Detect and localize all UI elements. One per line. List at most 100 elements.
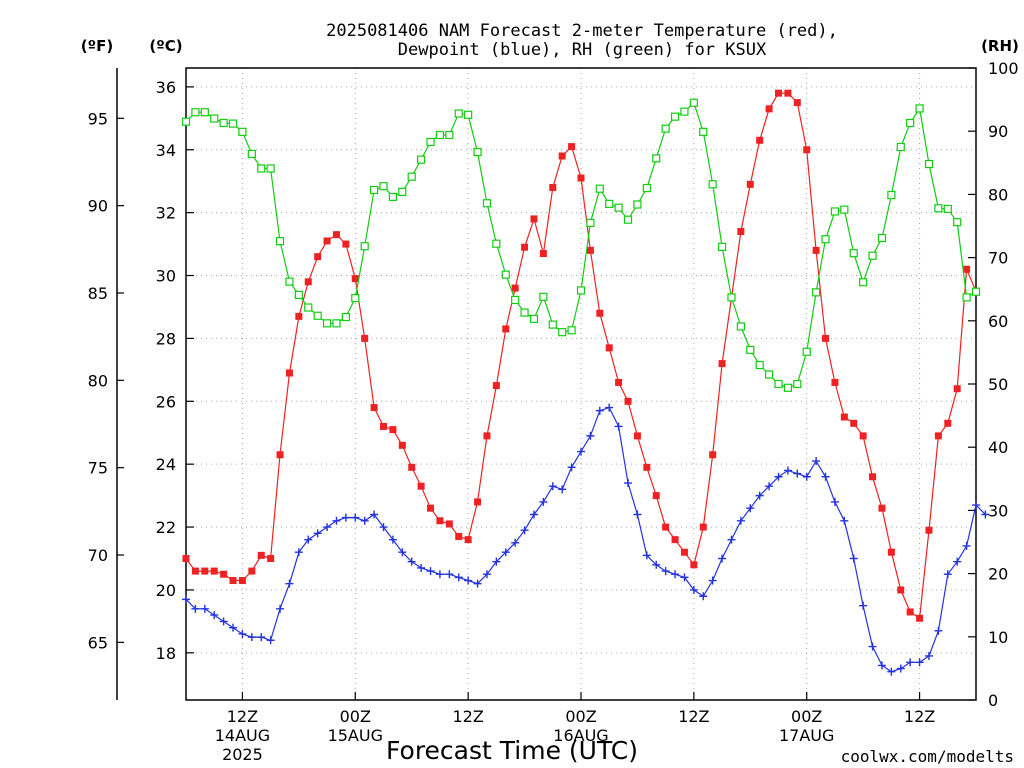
rh-point bbox=[605, 199, 614, 208]
temperature-point bbox=[699, 523, 707, 531]
temperature-point bbox=[455, 532, 463, 540]
temperature-point bbox=[323, 237, 331, 245]
temperature-point bbox=[267, 555, 275, 563]
rh-point bbox=[802, 347, 811, 356]
dewpoint-point bbox=[407, 557, 416, 566]
dewpoint-point bbox=[652, 560, 661, 569]
rh-point bbox=[736, 322, 745, 331]
rh-point bbox=[266, 164, 275, 173]
credit-text: coolwx.com/modelts bbox=[841, 747, 1014, 766]
rh-point bbox=[332, 319, 341, 328]
rh-point bbox=[783, 383, 793, 392]
temperature-point bbox=[568, 143, 576, 151]
dewpoint-point bbox=[953, 557, 962, 566]
rh-point bbox=[360, 242, 369, 251]
dewpoint-point bbox=[906, 658, 915, 667]
data-series bbox=[181, 89, 990, 676]
temperature-point bbox=[850, 419, 858, 427]
grid-lines bbox=[186, 68, 976, 700]
rh-point bbox=[501, 270, 510, 279]
rh-point bbox=[426, 137, 435, 147]
rh-point bbox=[840, 205, 849, 214]
dewpoint-point bbox=[671, 570, 680, 579]
rh-point bbox=[717, 242, 727, 251]
dewpoint-point bbox=[285, 579, 294, 588]
rh-point bbox=[764, 370, 774, 379]
temperature-point bbox=[304, 278, 312, 286]
dewpoint-point bbox=[558, 485, 567, 494]
temperature-point bbox=[916, 614, 924, 622]
rh-point bbox=[924, 159, 934, 169]
dewpoint-point bbox=[943, 570, 952, 579]
temperature-point bbox=[511, 284, 519, 292]
rh-point bbox=[313, 311, 322, 320]
x-axis-title: Forecast Time (UTC) bbox=[386, 736, 638, 765]
temperature-point bbox=[897, 586, 905, 594]
fahrenheit-tick-label: 85 bbox=[88, 284, 108, 303]
rh-point bbox=[482, 199, 492, 208]
rh-point bbox=[859, 278, 868, 287]
dewpoint-point bbox=[774, 472, 783, 481]
chart-title-line-2: Dewpoint (blue), RH (green) for KSUX bbox=[398, 40, 767, 60]
temperature-point bbox=[793, 99, 801, 107]
dewpoint-point bbox=[830, 497, 839, 506]
dewpoint-series bbox=[182, 403, 990, 676]
temperature-point bbox=[934, 432, 942, 440]
temperature-point bbox=[633, 432, 641, 440]
temperature-point bbox=[906, 608, 914, 616]
dewpoint-point bbox=[304, 535, 313, 544]
dewpoint-point bbox=[539, 497, 548, 506]
dewpoint-point bbox=[482, 570, 491, 579]
temperature-point bbox=[380, 422, 387, 430]
celsius-tick-label: 18 bbox=[156, 644, 176, 663]
dewpoint-point bbox=[586, 431, 595, 440]
rh-point bbox=[558, 328, 567, 337]
rh-point bbox=[351, 293, 360, 303]
dewpoint-point bbox=[689, 585, 698, 594]
dewpoint-point bbox=[266, 636, 275, 645]
celsius-tick-label: 32 bbox=[156, 204, 176, 223]
dewpoint-point bbox=[567, 463, 576, 472]
rh-point bbox=[830, 207, 840, 216]
dewpoint-point bbox=[417, 563, 426, 572]
temperature-point bbox=[859, 432, 867, 440]
temperature-point bbox=[831, 378, 839, 386]
rh-point bbox=[398, 187, 407, 196]
rh-point bbox=[445, 130, 454, 140]
rh-point bbox=[454, 109, 463, 118]
dewpoint-point bbox=[426, 567, 435, 576]
temperature-point bbox=[887, 548, 895, 556]
rh-point bbox=[275, 237, 285, 246]
time-tick-label: 12Z bbox=[452, 707, 483, 726]
rh-unit-label: (RH) bbox=[981, 37, 1019, 55]
dewpoint-point bbox=[736, 516, 745, 525]
temperature-point bbox=[314, 253, 322, 261]
date-label: 14AUG bbox=[215, 726, 270, 745]
rh-point bbox=[341, 312, 350, 322]
temperature-point bbox=[784, 89, 792, 97]
temperature-point bbox=[464, 536, 472, 544]
dewpoint-point bbox=[821, 472, 830, 481]
rh-point bbox=[576, 286, 586, 295]
dewpoint-point bbox=[577, 447, 585, 456]
temperature-point bbox=[944, 419, 952, 427]
temperature-point bbox=[577, 174, 585, 182]
dewpoint-point bbox=[887, 667, 896, 676]
rh-point bbox=[906, 118, 915, 128]
celsius-unit-label: (ºC) bbox=[149, 37, 182, 55]
dewpoint-point bbox=[360, 516, 369, 525]
fahrenheit-tick-label: 65 bbox=[88, 633, 108, 652]
celsius-tick-label: 30 bbox=[156, 267, 176, 286]
dewpoint-point bbox=[182, 595, 190, 604]
rh-point bbox=[623, 215, 633, 224]
rh-point bbox=[896, 142, 905, 152]
temperature-point bbox=[963, 265, 971, 273]
temperature-point bbox=[191, 567, 199, 575]
temperature-point bbox=[643, 463, 651, 471]
temperature-point bbox=[539, 250, 547, 258]
rh-point bbox=[191, 108, 200, 117]
rh-point bbox=[971, 287, 981, 296]
temperature-point bbox=[662, 523, 670, 531]
temperature-point bbox=[521, 243, 529, 251]
